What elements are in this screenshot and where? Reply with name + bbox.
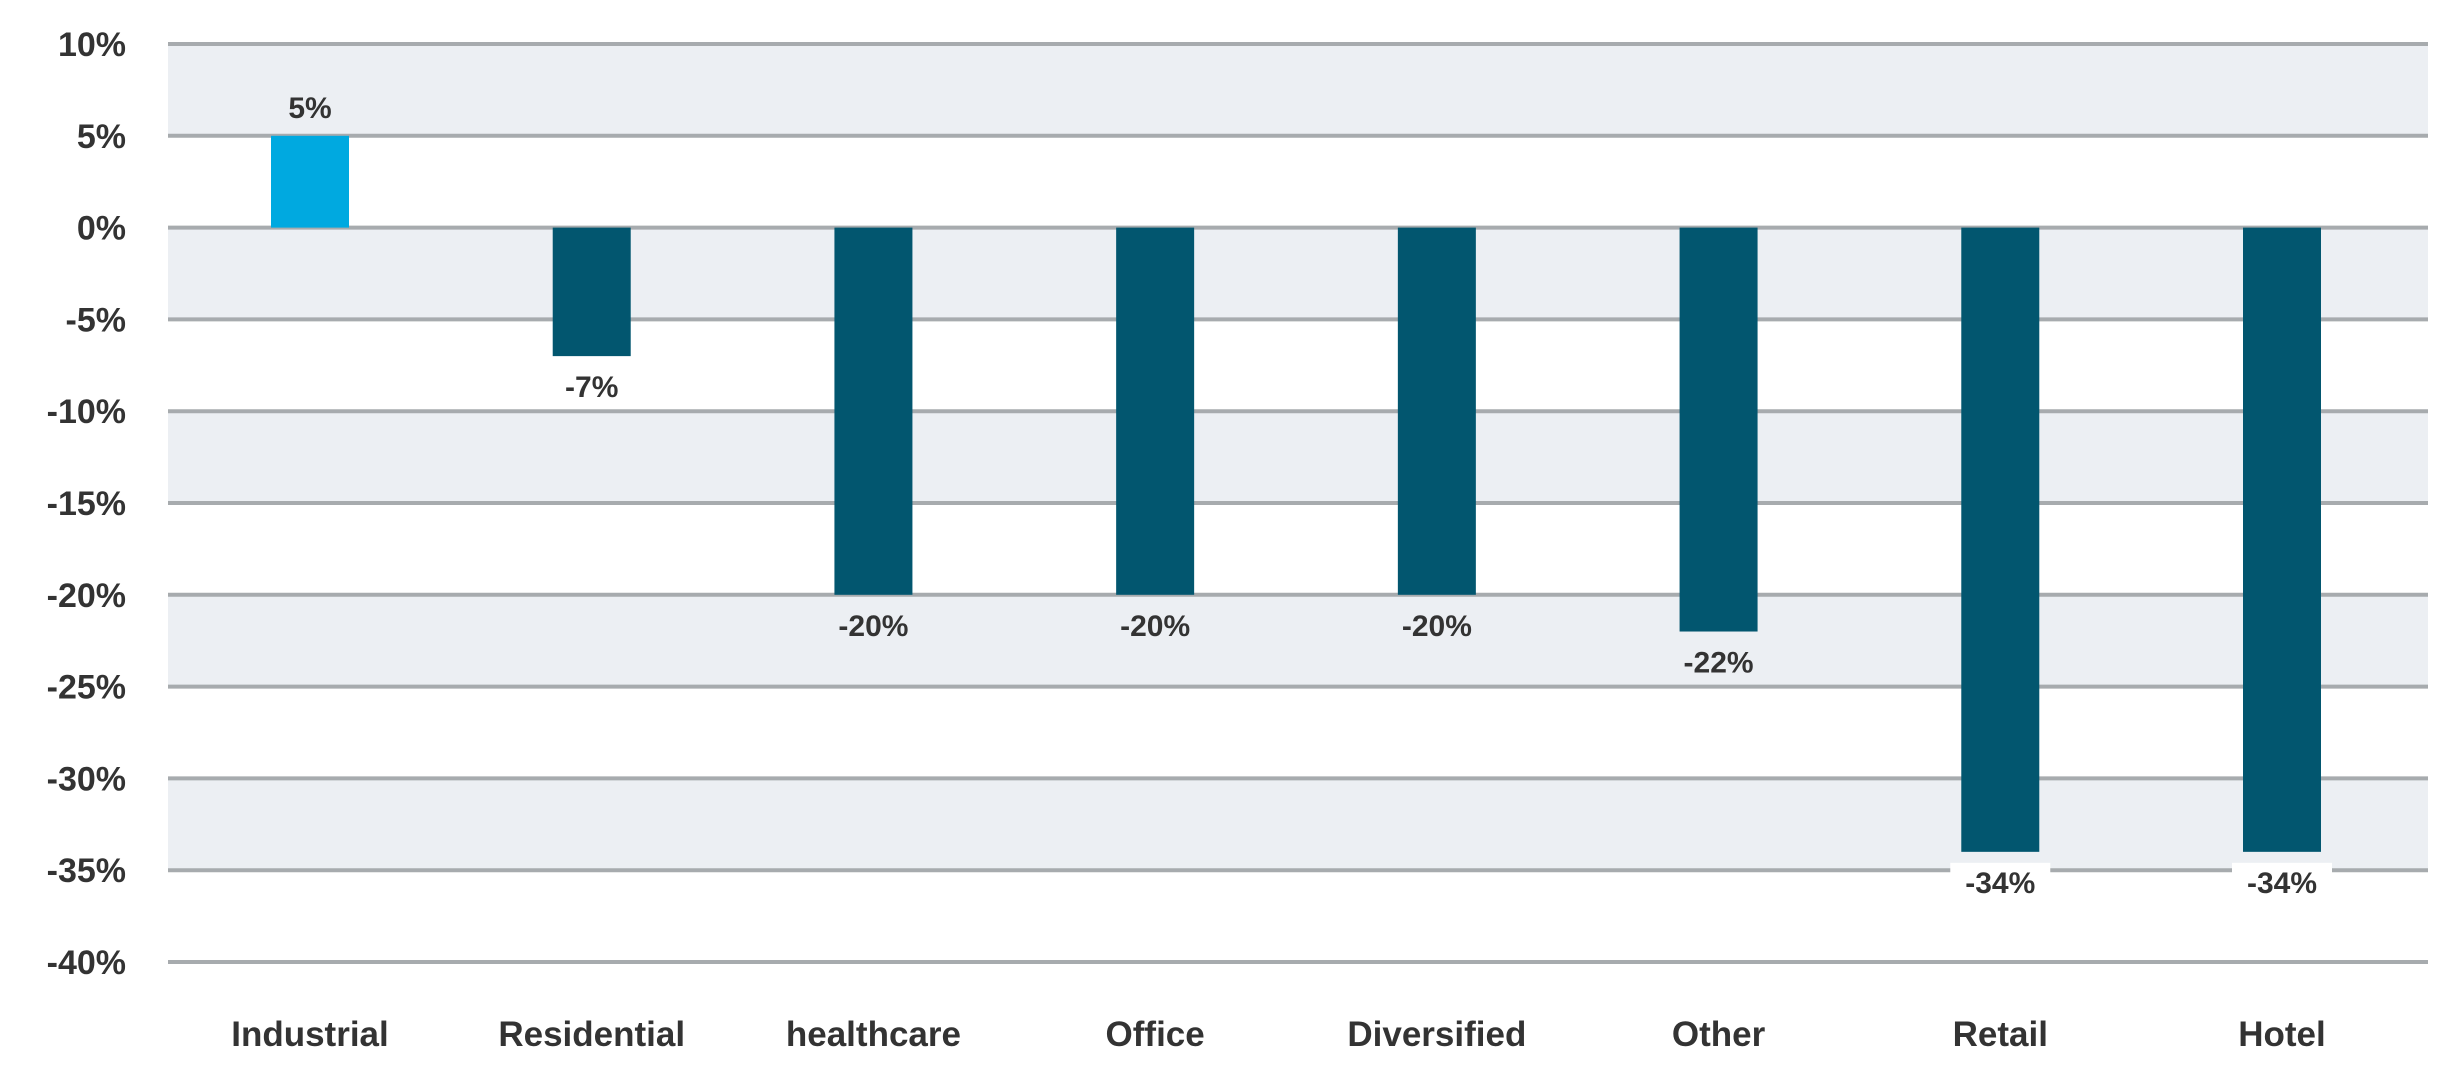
bar [1679, 227, 1758, 632]
background-band [168, 44, 2428, 136]
y-tick-label: -5% [66, 301, 126, 339]
data-label-backdrop [2232, 862, 2332, 903]
x-tick-label: Other [1672, 1015, 1766, 1054]
background-band [168, 227, 2428, 320]
y-tick-label: 10% [58, 26, 126, 64]
gridlines [168, 42, 2428, 964]
bar [1116, 227, 1195, 595]
x-tick-label: Industrial [231, 1015, 389, 1054]
background-bands [168, 44, 2428, 871]
data-labels: 5% -7% -20% -20% -20% -22% -34% -34% [288, 92, 2332, 903]
x-tick-label: Diversified [1347, 1015, 1526, 1054]
y-tick-label: -30% [47, 760, 126, 798]
x-tick-label: healthcare [786, 1015, 961, 1054]
x-tick-label: Retail [1953, 1015, 2048, 1054]
y-tick-label: 0% [77, 210, 126, 248]
data-label: -7% [565, 371, 618, 404]
data-label: -20% [838, 610, 908, 643]
x-tick-label: Office [1106, 1015, 1205, 1054]
bar [2243, 227, 2321, 852]
data-label: -34% [2247, 867, 2317, 900]
data-label-backdrop [1950, 862, 2051, 903]
data-label: -22% [1684, 647, 1754, 680]
data-label: -20% [1120, 610, 1190, 643]
bars [271, 135, 2321, 852]
bar [271, 135, 349, 228]
background-band [168, 594, 2428, 687]
x-tick-label: Residential [498, 1015, 685, 1054]
y-tick-label: 5% [77, 118, 126, 156]
x-tick-label: Hotel [2238, 1015, 2326, 1054]
data-label: -20% [1402, 610, 1472, 643]
y-tick-label: -15% [47, 485, 126, 523]
y-tick-label: -25% [47, 669, 126, 707]
data-label: 5% [288, 92, 331, 125]
bar [1961, 227, 2040, 852]
y-tick-label: -35% [47, 852, 126, 890]
y-tick-label: -40% [47, 944, 126, 982]
bar [552, 227, 631, 357]
y-axis: 10% 5% 0% -5% -10% -15% -20% -25% -30% -35% -40% [47, 26, 126, 982]
y-tick-label: -20% [47, 577, 126, 615]
bar [834, 227, 913, 595]
background-band [168, 778, 2428, 871]
data-label: -34% [1965, 867, 2035, 900]
y-tick-label: -10% [47, 393, 126, 431]
background-band [168, 411, 2428, 503]
x-axis: Industrial Residential healthcare Office Div… [231, 1015, 2326, 1054]
bar [1397, 227, 1476, 595]
